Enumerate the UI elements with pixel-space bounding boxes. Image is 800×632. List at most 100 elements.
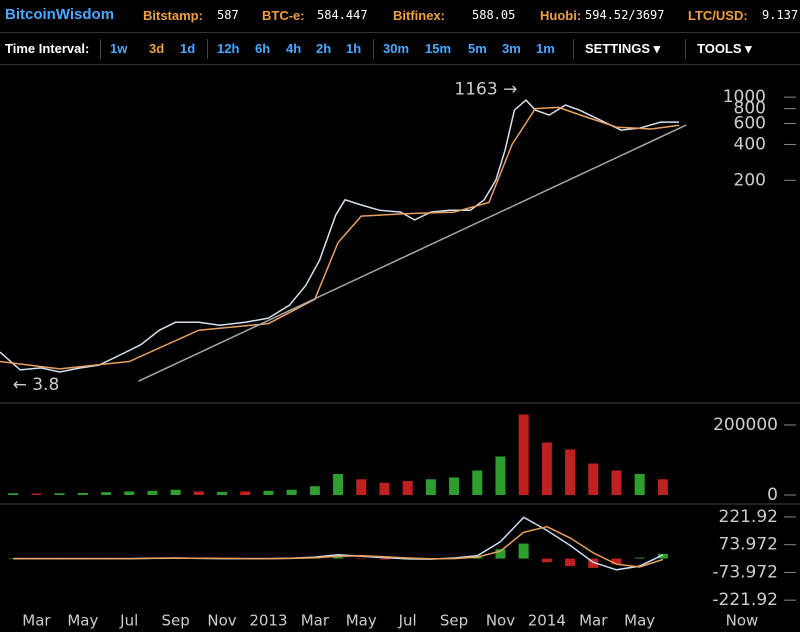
macd-histogram-bar: [379, 558, 390, 560]
interval-button[interactable]: 2h: [316, 41, 332, 56]
volume-bar: [54, 493, 65, 495]
volume-bar: [31, 493, 42, 495]
macd-histogram-bar: [495, 549, 506, 559]
volume-bar: [309, 486, 320, 495]
interval-button[interactable]: 4h: [286, 41, 302, 56]
macd-histogram-bar: [611, 558, 622, 565]
volume-bar: [170, 489, 181, 495]
volume-bar: [356, 479, 367, 495]
interval-button[interactable]: 12h: [217, 41, 240, 56]
volume-bar: [402, 480, 413, 495]
volume-bar: [101, 492, 112, 495]
x-tick-label: Sep: [161, 612, 189, 630]
price-line: [138, 124, 687, 382]
ticker-value: 9.137: [762, 8, 799, 22]
volume-bar: [657, 479, 668, 495]
y-tick-label: 73.972: [719, 535, 778, 555]
volume-bar: [541, 442, 552, 495]
ticker-value: 588.05: [472, 8, 516, 22]
ticker-label: Huobi:: [540, 8, 582, 23]
x-tick-label: May: [346, 612, 377, 630]
y-tick-label: 0: [767, 485, 778, 505]
macd-histogram-bar: [518, 543, 529, 559]
ticker-value: 594.52/3697: [585, 8, 665, 22]
y-tick-label: -221.92: [712, 590, 778, 610]
volume-bar: [217, 491, 228, 495]
annotation: ← 3.8: [13, 375, 60, 395]
interval-button[interactable]: 30m: [383, 41, 410, 56]
ticker-bar: BitcoinWisdom Bitstamp: 587 BTC-e: 584.447 B…: [0, 0, 800, 31]
volume-bar: [240, 491, 251, 495]
macd-histogram-bar: [588, 558, 599, 568]
volume-bar: [147, 490, 158, 495]
annotation: 1163 →: [454, 79, 517, 99]
interval-button[interactable]: 1h: [346, 41, 362, 56]
interval-button[interactable]: 6h: [255, 41, 271, 56]
volume-bar: [8, 493, 19, 495]
separator: [207, 39, 208, 59]
volume-bar: [333, 473, 344, 495]
volume-bar: [472, 470, 483, 495]
interval-button[interactable]: 1d: [180, 41, 196, 56]
volume-bar: [425, 479, 436, 495]
interval-button[interactable]: 15m: [425, 41, 452, 56]
volume-bar: [263, 490, 274, 495]
x-tick-label: Mar: [301, 612, 330, 630]
price-line: [0, 106, 680, 370]
separator: [373, 39, 374, 59]
x-tick-label: Jul: [398, 612, 417, 630]
macd-histogram-bar: [541, 558, 552, 563]
separator: [573, 39, 574, 59]
volume-bar: [518, 414, 529, 495]
separator: [685, 39, 686, 59]
x-tick-label: May: [67, 612, 98, 630]
volume-bar: [286, 489, 297, 495]
macd-histogram-bar: [472, 557, 483, 559]
volume-bar: [449, 477, 460, 495]
x-tick-label: 2013: [249, 612, 287, 630]
y-tick-label: -73.972: [712, 562, 778, 582]
volume-bar: [379, 482, 390, 495]
interval-button[interactable]: 5m: [468, 41, 487, 56]
volume-bar: [588, 463, 599, 495]
volume-bar: [495, 456, 506, 495]
separator: [100, 39, 101, 59]
macd-histogram-bar: [333, 557, 344, 559]
x-tick-label: Nov: [207, 612, 236, 630]
y-tick-label: 800: [734, 99, 766, 119]
volume-bar: [611, 470, 622, 495]
menu-button[interactable]: TOOLS ▾: [697, 41, 752, 56]
interval-button[interactable]: 1m: [536, 41, 555, 56]
interval-button[interactable]: 1w: [110, 41, 128, 56]
brand[interactable]: BitcoinWisdom: [5, 6, 115, 23]
macd-histogram-bar: [565, 558, 576, 567]
menu-button[interactable]: SETTINGS ▾: [585, 41, 661, 56]
x-tick-label: Nov: [486, 612, 515, 630]
interval-button[interactable]: 3m: [502, 41, 521, 56]
y-tick-label: 600: [734, 114, 766, 134]
ticker-label: Bitstamp:: [143, 8, 203, 23]
x-tick-label: Jul: [119, 612, 138, 630]
y-tick-label: 200: [734, 170, 766, 190]
y-tick-label: 200000: [713, 415, 778, 435]
x-tick-label: Mar: [579, 612, 608, 630]
x-tick-label: 2014: [528, 612, 566, 630]
volume-bar: [77, 492, 88, 495]
volume-bar: [565, 449, 576, 495]
interval-label: Time Interval:: [5, 41, 90, 56]
ticker-label: BTC-e:: [262, 8, 305, 23]
price-line: [0, 99, 680, 373]
volume-bar: [124, 491, 135, 495]
volume-bar: [634, 473, 645, 495]
ticker-label: LTC/USD:: [688, 8, 748, 23]
ticker-label: Bitfinex:: [393, 8, 445, 23]
macd-histogram-bar: [657, 553, 668, 559]
interval-button[interactable]: 3d: [149, 41, 165, 56]
toolbar: Time Interval: 1w 3d 1d 12h 6h 4h 2h 1h 30m 15m 5m…: [0, 32, 800, 65]
macd-line: [13, 525, 664, 568]
y-tick-label: 1000: [723, 87, 766, 107]
x-tick-label: Sep: [440, 612, 468, 630]
y-tick-label: 221.92: [719, 507, 778, 527]
